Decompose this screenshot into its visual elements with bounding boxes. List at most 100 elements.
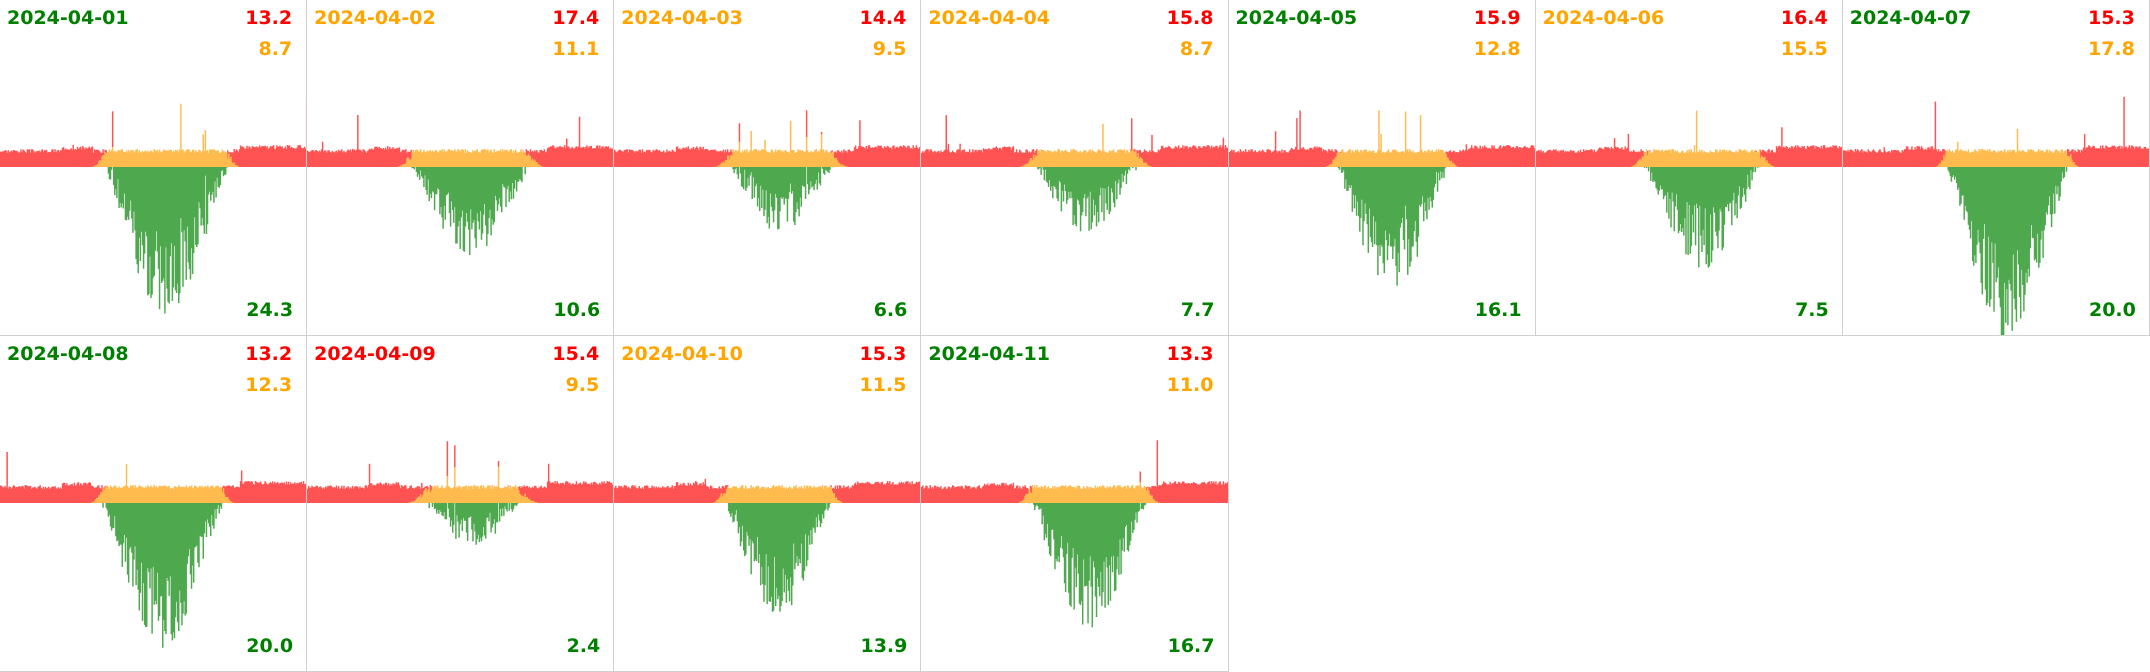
day-date: 2024-04-09 bbox=[314, 343, 436, 365]
day-svg bbox=[0, 452, 307, 648]
export-value: 10.6 bbox=[553, 299, 601, 321]
grid-import-value: 15.9 bbox=[1473, 7, 1521, 29]
self-use-area bbox=[1935, 128, 2080, 167]
grid-import-value: 13.2 bbox=[245, 7, 293, 29]
self-use-value: 11.1 bbox=[552, 38, 600, 60]
self-use-value: 12.3 bbox=[245, 374, 293, 396]
grid-import-area bbox=[307, 441, 614, 503]
day-svg bbox=[1228, 110, 1535, 286]
export-value: 6.6 bbox=[873, 299, 908, 321]
export-value: 7.7 bbox=[1180, 299, 1215, 321]
day-svg bbox=[921, 115, 1228, 232]
self-use-area bbox=[90, 463, 234, 503]
day-date: 2024-04-11 bbox=[928, 343, 1050, 365]
self-use-value: 17.8 bbox=[2087, 38, 2135, 60]
day-svg bbox=[614, 478, 921, 612]
self-use-area bbox=[1019, 123, 1154, 167]
day-svg bbox=[614, 110, 921, 230]
self-use-area bbox=[714, 120, 850, 167]
grid-import-value: 15.3 bbox=[859, 343, 907, 365]
self-use-value: 15.5 bbox=[1780, 38, 1828, 60]
export-value: 7.5 bbox=[1795, 299, 1829, 321]
export-value: 20.0 bbox=[2088, 299, 2136, 321]
day-date: 2024-04-03 bbox=[621, 7, 743, 29]
self-use-area bbox=[713, 485, 844, 503]
export-area bbox=[102, 503, 223, 648]
grid-import-area bbox=[1228, 110, 1535, 167]
self-use-value: 12.8 bbox=[1473, 38, 1521, 60]
grid-import-area bbox=[921, 115, 1228, 167]
export-value: 24.3 bbox=[246, 299, 294, 321]
day-svg bbox=[1535, 110, 1842, 268]
day-date: 2024-04-04 bbox=[928, 7, 1050, 29]
grid-import-area bbox=[1535, 127, 1842, 167]
day-svg bbox=[1842, 96, 2149, 335]
day-date: 2024-04-06 bbox=[1542, 7, 1665, 29]
export-value: 13.9 bbox=[860, 635, 908, 657]
day-date: 2024-04-07 bbox=[1849, 7, 1972, 29]
grid-import-value: 15.3 bbox=[2087, 7, 2135, 29]
self-use-area bbox=[1630, 110, 1775, 167]
day-date: 2024-04-08 bbox=[7, 343, 129, 365]
export-value: 2.4 bbox=[566, 635, 601, 657]
grid-import-area bbox=[0, 96, 307, 167]
day-chart-2024-04-08: 2024-04-08 13.2 12.3 20.0 bbox=[0, 336, 308, 672]
day-chart-2024-04-01: 2024-04-01 13.2 8.7 24.3 bbox=[0, 0, 308, 336]
day-chart-2024-04-10: 2024-04-10 15.3 11.5 13.9 bbox=[614, 336, 922, 672]
self-use-area bbox=[1324, 110, 1459, 167]
grid-import-value: 15.4 bbox=[552, 343, 600, 365]
self-use-value: 8.7 bbox=[1179, 38, 1214, 60]
export-area bbox=[107, 167, 228, 314]
day-date: 2024-04-10 bbox=[621, 343, 743, 365]
grid-import-area bbox=[614, 110, 921, 167]
day-svg bbox=[921, 440, 1228, 628]
export-area bbox=[1337, 167, 1446, 286]
day-chart-2024-04-09: 2024-04-09 15.4 9.5 2.4 bbox=[307, 336, 615, 672]
export-area bbox=[728, 503, 832, 612]
day-svg bbox=[307, 441, 614, 545]
day-chart-2024-04-06: 2024-04-06 16.4 15.5 7.5 bbox=[1535, 0, 1843, 336]
day-date: 2024-04-02 bbox=[314, 7, 436, 29]
grid-import-area bbox=[307, 115, 614, 167]
export-area bbox=[1643, 167, 1760, 268]
export-value: 16.7 bbox=[1167, 635, 1215, 657]
day-svg bbox=[307, 115, 614, 255]
export-value: 16.1 bbox=[1474, 299, 1522, 321]
grid-import-area bbox=[1842, 96, 2149, 167]
day-chart-2024-04-11: 2024-04-11 13.3 11.0 16.7 bbox=[921, 336, 1229, 672]
self-use-area bbox=[1018, 482, 1161, 503]
day-chart-2024-04-03: 2024-04-03 14.4 9.5 6.6 bbox=[614, 0, 922, 336]
grid-import-area bbox=[614, 478, 921, 503]
self-use-value: 8.7 bbox=[258, 38, 293, 60]
export-value: 20.0 bbox=[246, 635, 294, 657]
export-area bbox=[1037, 167, 1138, 232]
export-area bbox=[411, 167, 527, 255]
grid-import-value: 13.3 bbox=[1166, 343, 1214, 365]
export-area bbox=[732, 167, 835, 230]
self-use-area bbox=[407, 466, 539, 503]
export-area bbox=[1029, 503, 1147, 628]
self-use-area bbox=[397, 149, 545, 167]
self-use-value: 11.0 bbox=[1166, 374, 1214, 396]
day-chart-2024-04-02: 2024-04-02 17.4 11.1 10.6 bbox=[307, 0, 615, 336]
day-chart-2024-04-04: 2024-04-04 15.8 8.7 7.7 bbox=[921, 0, 1229, 336]
self-use-value: 11.5 bbox=[859, 374, 907, 396]
export-area bbox=[428, 503, 519, 545]
grid-import-value: 13.2 bbox=[245, 343, 293, 365]
day-svg bbox=[0, 96, 307, 314]
grid-import-value: 15.8 bbox=[1166, 7, 1214, 29]
day-date: 2024-04-01 bbox=[7, 7, 129, 29]
day-date: 2024-04-05 bbox=[1235, 7, 1358, 29]
grid-import-value: 16.4 bbox=[1780, 7, 1828, 29]
self-use-value: 9.5 bbox=[565, 374, 600, 396]
day-chart-2024-04-07: 2024-04-07 15.3 17.8 20.0 bbox=[1842, 0, 2150, 336]
export-area bbox=[1947, 167, 2068, 335]
grid-import-area bbox=[0, 452, 307, 503]
grid-import-value: 17.4 bbox=[552, 7, 600, 29]
grid-import-value: 14.4 bbox=[859, 7, 907, 29]
self-use-value: 9.5 bbox=[872, 38, 907, 60]
grid-import-area bbox=[921, 440, 1228, 503]
day-chart-2024-04-05: 2024-04-05 15.9 12.8 16.1 bbox=[1228, 0, 1536, 336]
self-use-area bbox=[92, 103, 240, 167]
